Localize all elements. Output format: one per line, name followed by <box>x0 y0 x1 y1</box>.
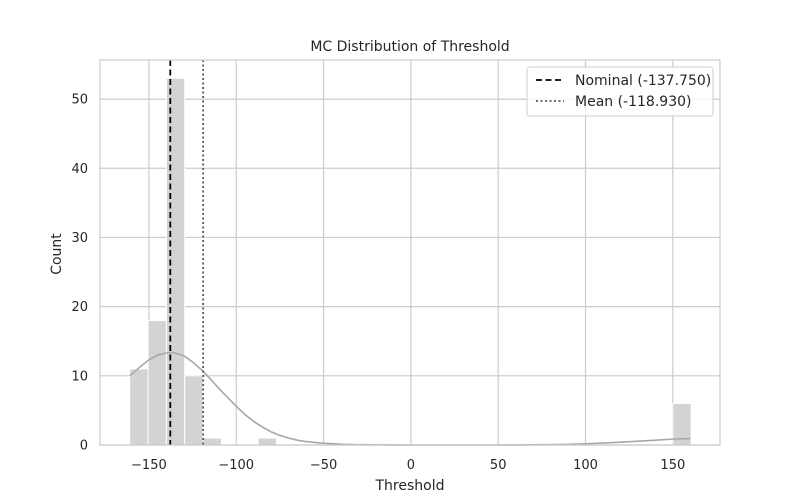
histogram-bar <box>147 319 167 446</box>
y-tick-label: 50 <box>71 93 88 108</box>
y-axis-label: Count <box>49 233 65 275</box>
legend-label: Nominal (-137.750) <box>575 73 711 89</box>
legend-frame <box>526 66 714 117</box>
x-tick-label: 0 <box>407 458 415 473</box>
y-tick-label: 10 <box>71 369 88 384</box>
histogram-bar <box>165 77 186 446</box>
reference-lines <box>169 60 205 445</box>
legend-label: Mean (-118.930) <box>575 94 691 110</box>
y-tick-label: 0 <box>80 439 88 454</box>
x-tick-label: 100 <box>573 458 598 473</box>
plot-frame <box>99 59 721 446</box>
chart-title: MC Distribution of Threshold <box>310 39 509 55</box>
y-tick-label: 40 <box>71 162 88 177</box>
legend: Nominal (-137.750) Mean (-118.930) <box>526 66 714 117</box>
histogram-bars <box>129 77 692 446</box>
kde-curve <box>129 351 691 446</box>
x-axis-label: Threshold <box>375 478 445 494</box>
x-tick-label: 50 <box>490 458 507 473</box>
histogram-bar <box>129 368 149 446</box>
histogram-bar <box>184 375 204 446</box>
y-tick-label: 30 <box>71 231 88 246</box>
y-tick-label: 20 <box>71 300 88 315</box>
x-tick-label: −50 <box>310 458 337 473</box>
x-tick-label: −100 <box>218 458 254 473</box>
axis-ticks: −150 −100 −50 0 50 100 150 0 10 20 30 40 50 <box>71 93 685 473</box>
histogram-bar <box>202 437 222 446</box>
x-tick-label: 150 <box>660 458 685 473</box>
kde-curve-group <box>129 351 691 446</box>
histogram-bar <box>257 437 277 446</box>
x-tick-label: −150 <box>131 458 167 473</box>
